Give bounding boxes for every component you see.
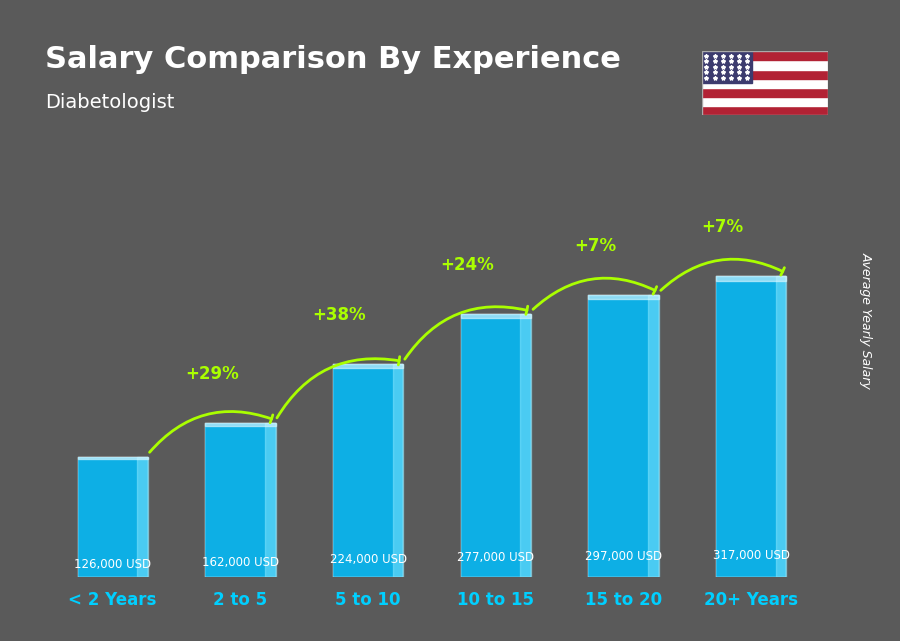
Text: 297,000 USD: 297,000 USD [585, 550, 662, 563]
Bar [589, 296, 659, 299]
Text: +38%: +38% [312, 306, 366, 324]
Bar [702, 79, 828, 88]
Bar [520, 314, 531, 577]
Bar [702, 106, 828, 115]
Bar [461, 314, 531, 318]
Bar [716, 276, 787, 577]
Bar [265, 423, 275, 577]
Bar [333, 365, 403, 577]
Bar [461, 314, 531, 577]
Text: 317,000 USD: 317,000 USD [713, 549, 790, 562]
Text: Diabetologist: Diabetologist [45, 93, 175, 112]
Bar [702, 97, 828, 106]
Bar [333, 365, 403, 368]
Bar [702, 51, 828, 60]
Text: 126,000 USD: 126,000 USD [74, 558, 151, 571]
Text: 224,000 USD: 224,000 USD [329, 553, 407, 566]
Bar [205, 423, 275, 426]
Bar [716, 276, 787, 281]
Bar [702, 88, 828, 97]
Bar [137, 458, 148, 577]
Text: 277,000 USD: 277,000 USD [457, 551, 535, 564]
Text: +7%: +7% [574, 237, 616, 254]
Text: +7%: +7% [702, 218, 743, 236]
Text: 162,000 USD: 162,000 USD [202, 556, 279, 569]
Text: +24%: +24% [440, 256, 494, 274]
Bar [392, 365, 403, 577]
Bar [77, 458, 148, 459]
Bar [702, 60, 828, 70]
Bar [702, 70, 828, 79]
Bar [77, 458, 148, 577]
Bar [776, 276, 787, 577]
Bar [702, 51, 752, 83]
Text: Salary Comparison By Experience: Salary Comparison By Experience [45, 45, 621, 74]
Text: Average Yearly Salary: Average Yearly Salary [860, 252, 873, 389]
Bar [205, 423, 275, 577]
Text: +29%: +29% [184, 365, 239, 383]
Bar [648, 296, 659, 577]
Bar [589, 296, 659, 577]
